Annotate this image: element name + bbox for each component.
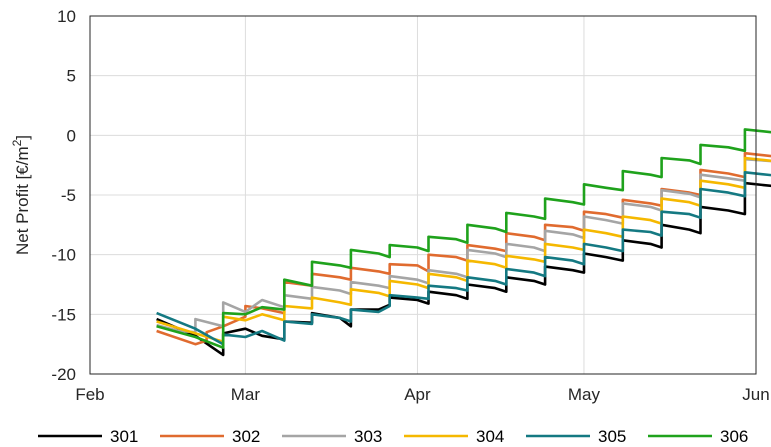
y-tick-label: -20 [51, 365, 76, 384]
series-line-306 [156, 128, 771, 350]
series-line-302 [156, 151, 771, 346]
y-axis-ticks: -20 -15 -10 -5 0 5 10 [51, 7, 76, 384]
y-tick-label: 5 [67, 67, 76, 86]
legend-label-305: 305 [598, 427, 626, 446]
legend-label-303: 303 [354, 427, 382, 446]
y-axis-title-superscript: 2 [10, 139, 24, 146]
legend-label-304: 304 [476, 427, 504, 446]
x-axis-ticks: Feb Mar Apr May Jun [75, 385, 769, 404]
y-tick-label: -10 [51, 246, 76, 265]
x-tick-label: Apr [404, 385, 431, 404]
grid-lines [89, 15, 757, 375]
y-tick-label: -15 [51, 305, 76, 324]
x-tick-label: Mar [231, 385, 261, 404]
series-line-303 [156, 157, 771, 334]
legend-label-302: 302 [232, 427, 260, 446]
y-tick-label: 10 [57, 7, 76, 26]
x-tick-label: May [568, 385, 601, 404]
plot-frame [89, 15, 757, 375]
x-tick-label: Jun [742, 385, 769, 404]
y-axis-title: Net Profit [€/m2] [10, 135, 32, 255]
y-tick-label: -5 [61, 186, 76, 205]
x-tick-label: Feb [75, 385, 104, 404]
legend-label-301: 301 [110, 427, 138, 446]
legend-label-306: 306 [720, 427, 748, 446]
legend: 301 302 303 304 305 306 [38, 427, 748, 446]
y-tick-label: 0 [67, 126, 76, 145]
series-lines [156, 128, 771, 357]
series-line-304 [156, 156, 771, 344]
series-line-305 [156, 171, 771, 346]
